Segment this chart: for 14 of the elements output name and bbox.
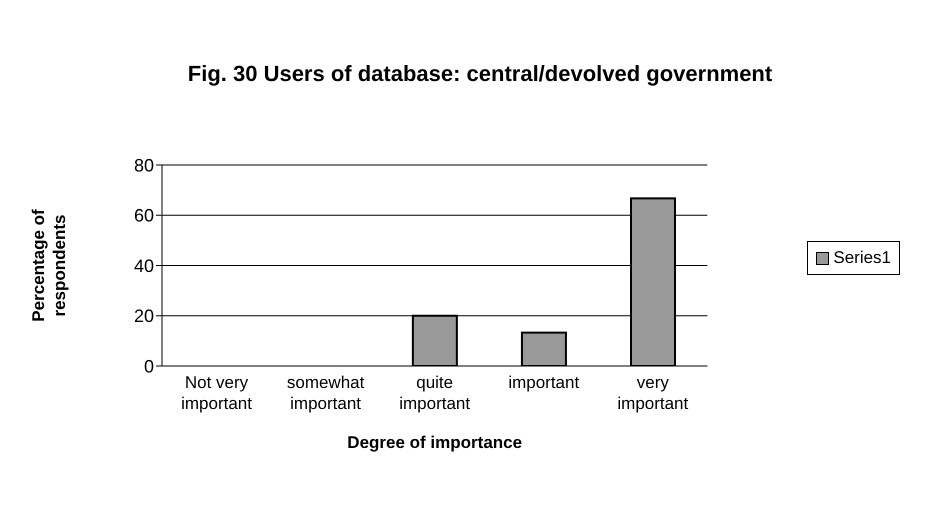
y-axis-title: Percentage of respondents	[29, 208, 69, 322]
x-tick-label: very important	[617, 373, 689, 413]
legend-label: Series1	[832, 248, 891, 268]
x-tick-label: quite important	[399, 373, 470, 413]
y-tick-label: 20	[134, 306, 154, 326]
y-tick-label: 60	[134, 206, 154, 226]
x-tick-label: Not very important	[181, 373, 252, 413]
y-tick-label: 80	[134, 155, 154, 176]
chart-title: Fig. 30 Users of database: central/devolved government	[186, 60, 774, 88]
x-axis-title: Degree of importance	[347, 433, 522, 452]
x-tick-label: important	[508, 373, 580, 392]
y-tick-label: 40	[134, 256, 154, 276]
y-tick-label: 0	[144, 356, 154, 376]
x-tick-label: somewhat important	[286, 373, 365, 413]
